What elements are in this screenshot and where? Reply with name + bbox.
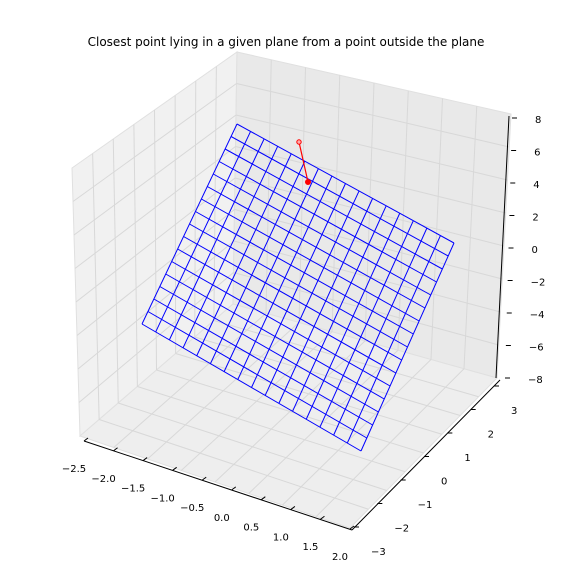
plane-grid-line — [224, 148, 443, 270]
chart-title: Closest point lying in a given plane fro… — [87, 35, 485, 49]
plane-wireframe — [141, 123, 455, 452]
axes-group — [83, 115, 510, 531]
pane-gridline — [315, 368, 465, 517]
plane-grid-line — [230, 136, 449, 257]
x-tick-label: 0.0 — [214, 513, 230, 524]
pane-gridline — [463, 106, 478, 369]
x-tick-label: −1.5 — [121, 484, 145, 495]
pane-gridline — [194, 336, 461, 416]
y-tick-label: −3 — [371, 547, 386, 558]
plane-grid-line — [333, 227, 428, 436]
plane-grid-line — [360, 242, 455, 452]
y-tick-label: 0 — [441, 477, 447, 488]
pane-gridline — [213, 66, 217, 321]
x-tick-mark — [113, 447, 118, 452]
x-tick-label: −2.5 — [62, 464, 86, 475]
pane-gridline — [154, 109, 157, 371]
y-tick-label: 1 — [464, 453, 470, 464]
z-tick-label: −2 — [531, 278, 546, 289]
y-tick-label: 3 — [511, 406, 517, 417]
plane-grid-line — [195, 211, 414, 335]
pane-gridline — [248, 349, 399, 494]
z-tick-label: 4 — [533, 180, 539, 191]
x-tick-mark — [349, 525, 355, 530]
pane-gridline — [397, 90, 409, 351]
x-tick-label: 0.5 — [243, 523, 259, 534]
z-tick-label: 6 — [534, 148, 540, 159]
z-tick-label: −4 — [530, 310, 545, 321]
pane-gridline — [430, 98, 443, 360]
x-tick-label: 1.0 — [273, 532, 289, 543]
y-tick-label: 2 — [488, 430, 494, 441]
point-outside-plane — [296, 139, 302, 145]
closest-point-on-plane — [305, 179, 311, 185]
plane-grid-line — [346, 235, 441, 444]
x-tick-mark — [231, 486, 237, 491]
plane-grid-line — [305, 213, 401, 420]
x-tick-label: −0.5 — [180, 503, 204, 514]
plane-grid-line — [278, 198, 374, 404]
z-tick-label: 8 — [535, 115, 541, 126]
plane-grid-line — [251, 183, 346, 388]
pane-gridline — [156, 369, 424, 454]
pane-floor — [79, 303, 498, 529]
pane-gridline — [76, 209, 235, 336]
plane-grid-line — [201, 198, 420, 322]
y-axis-ticks: −3 −2 −1 0 1 2 3 — [354, 385, 517, 558]
plane-grid-line — [264, 190, 360, 396]
pane-gridline — [77, 240, 235, 370]
pane-gridline — [233, 272, 499, 346]
plane-grid-line — [319, 220, 414, 428]
x-tick-mark — [320, 515, 325, 520]
x-tick-label: 2.0 — [332, 552, 348, 563]
pane-gridline — [213, 320, 479, 398]
x-tick-mark — [142, 457, 148, 461]
x-tick-mark — [201, 476, 207, 481]
pane-gridline — [233, 240, 501, 313]
x-axis-ticks: −2.5 −2.0 −1.5 −1.0 −0.5 0.0 0.5 1.0 1.5 2.0 — [62, 437, 355, 563]
z-tick-label: −8 — [528, 375, 543, 386]
z-tick-label: 2 — [532, 213, 538, 224]
plane-grid-line — [207, 186, 426, 309]
pane-gridline — [175, 353, 443, 435]
y-tick-label: −2 — [394, 524, 409, 535]
y-axis-line — [351, 379, 501, 531]
z-tick-label: −6 — [529, 343, 544, 354]
z-axis-ticks: −8 −6 −4 −2 0 2 4 6 8 — [505, 115, 545, 386]
x-tick-label: −2.0 — [91, 474, 115, 485]
pane-gridline — [174, 95, 177, 354]
pane-gridline — [194, 80, 197, 338]
z-tick-label: 0 — [532, 245, 538, 256]
x-tick-mark — [83, 437, 89, 442]
pane-gridline — [364, 82, 375, 342]
projection-segment — [298, 141, 309, 183]
x-tick-label: 1.5 — [302, 542, 318, 553]
x-tick-mark — [172, 466, 177, 471]
x-axis-line — [83, 440, 353, 531]
x-tick-mark — [290, 506, 296, 510]
plane-grid-line — [218, 161, 437, 283]
plane-grid-line — [292, 205, 387, 412]
x-tick-mark — [261, 496, 266, 501]
x-tick-label: −1.0 — [151, 493, 175, 504]
plane-grid-line — [236, 123, 455, 244]
z-axis-line — [495, 115, 510, 379]
points-group — [296, 139, 311, 185]
y-tick-label: −1 — [418, 500, 433, 511]
plane-grid-line — [213, 173, 431, 296]
